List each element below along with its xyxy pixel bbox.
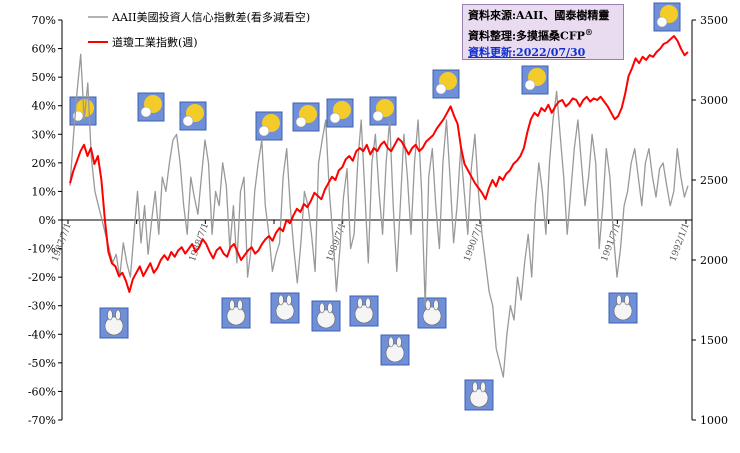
bunny-ear	[115, 309, 121, 321]
bunny-ear	[278, 294, 284, 306]
left-tick-label: 60%	[32, 43, 56, 56]
bunny-ear	[357, 297, 363, 309]
djia-line	[69, 35, 689, 293]
bunny-ear	[472, 381, 478, 393]
gold-god-of-wealth-icon	[521, 65, 549, 95]
left-tick-label: 20%	[32, 157, 56, 170]
gold-god-of-wealth-icon	[432, 69, 460, 99]
white-bunny-icon	[311, 300, 341, 332]
left-tick-label: -70%	[28, 414, 56, 427]
bunny-ear	[396, 336, 402, 348]
right-tick-label: 3500	[700, 14, 728, 27]
gold-god-of-wealth-icon	[137, 92, 165, 122]
left-tick-label: 30%	[32, 128, 56, 141]
left-tick-label: 10%	[32, 185, 56, 198]
right-tick-label: 2000	[700, 254, 728, 267]
bunny-body	[469, 388, 489, 408]
bunny-ear	[327, 302, 333, 314]
left-tick-label: -60%	[28, 385, 56, 398]
right-tick-label: 1500	[700, 334, 728, 347]
white-bunny-icon	[417, 297, 447, 329]
white-bunny-icon	[608, 292, 638, 324]
left-tick-label: 0%	[39, 214, 56, 227]
cloud-puff	[182, 115, 194, 127]
bunny-ear	[365, 297, 371, 309]
left-tick-label: -50%	[28, 357, 56, 370]
bunny-ear	[616, 294, 622, 306]
registered-mark: ®	[584, 27, 593, 37]
bunny-ear	[425, 299, 431, 311]
cloud-puff	[524, 79, 536, 91]
bunny-ear	[319, 302, 325, 314]
x-tick-label: 1990/7/1	[463, 222, 486, 263]
right-tick-label: 2500	[700, 174, 728, 187]
cloud-puff	[656, 16, 668, 28]
gold-god-of-wealth-icon	[326, 98, 354, 128]
bunny-body	[613, 301, 633, 321]
gold-god-of-wealth-icon	[255, 111, 283, 141]
bunny-body	[385, 343, 405, 363]
cloud-puff	[295, 116, 307, 128]
bunny-ear	[624, 294, 630, 306]
source-info-box: 資料來源:AAII、國泰樹精靈 資料整理:多摸摳桑CFP® 資料更新:2022/…	[462, 4, 624, 60]
gold-god-of-wealth-icon	[292, 102, 320, 132]
white-bunny-icon	[270, 292, 300, 324]
bunny-ear	[229, 299, 235, 311]
x-tick-label: 1989/7/1	[325, 222, 348, 263]
series-layer	[69, 35, 689, 378]
legend-label-aaii: AAII美國投資人信心指數差(看多減看空)	[111, 10, 310, 24]
aaii-sentiment-line	[69, 53, 689, 378]
bunny-body	[104, 316, 124, 336]
white-bunny-icon	[349, 295, 379, 327]
cloud-puff	[435, 83, 447, 95]
left-tick-label: -40%	[28, 328, 56, 341]
update-date-link[interactable]: 資料更新:2022/07/30	[468, 45, 586, 59]
icons-layer	[69, 2, 681, 411]
bunny-body	[354, 304, 374, 324]
left-tick-label: 40%	[32, 100, 56, 113]
source-line: 資料來源:AAII、國泰樹精靈	[468, 9, 610, 22]
bunny-body	[422, 306, 442, 326]
gold-god-of-wealth-icon	[179, 101, 207, 131]
gold-god-of-wealth-icon	[653, 2, 681, 32]
bunny-ear	[107, 309, 113, 321]
right-tick-label: 3000	[700, 94, 728, 107]
legend-label-djia: 道瓊工業指數(週)	[112, 35, 198, 49]
x-tick-label: 1992/1/1	[669, 222, 692, 263]
left-tick-label: -30%	[28, 300, 56, 313]
cloud-puff	[329, 112, 341, 124]
bunny-body	[316, 309, 336, 329]
x-tick-label: 1988/7/1	[188, 222, 211, 263]
gold-god-of-wealth-icon	[369, 96, 397, 126]
compiler-text: 資料整理:多摸摳桑CFP	[468, 29, 585, 43]
left-tick-label: 50%	[32, 71, 56, 84]
bunny-body	[226, 306, 246, 326]
cloud-puff	[140, 106, 152, 118]
white-bunny-icon	[464, 379, 494, 411]
right-tick-label: 1000	[700, 414, 728, 427]
white-bunny-icon	[380, 334, 410, 366]
legend: AAII美國投資人信心指數差(看多減看空) 道瓊工業指數(週)	[88, 10, 310, 49]
bunny-body	[275, 301, 295, 321]
cloud-puff	[372, 110, 384, 122]
bunny-ear	[286, 294, 292, 306]
left-tick-label: -10%	[28, 243, 56, 256]
bunny-ear	[480, 381, 486, 393]
left-tick-label: 70%	[32, 14, 56, 27]
white-bunny-icon	[221, 297, 251, 329]
bunny-ear	[388, 336, 394, 348]
cloud-puff	[258, 125, 270, 137]
left-tick-label: -20%	[28, 271, 56, 284]
compiler-line: 資料整理:多摸摳桑CFP®	[468, 24, 618, 45]
bunny-ear	[433, 299, 439, 311]
white-bunny-icon	[99, 307, 129, 339]
bunny-ear	[237, 299, 243, 311]
